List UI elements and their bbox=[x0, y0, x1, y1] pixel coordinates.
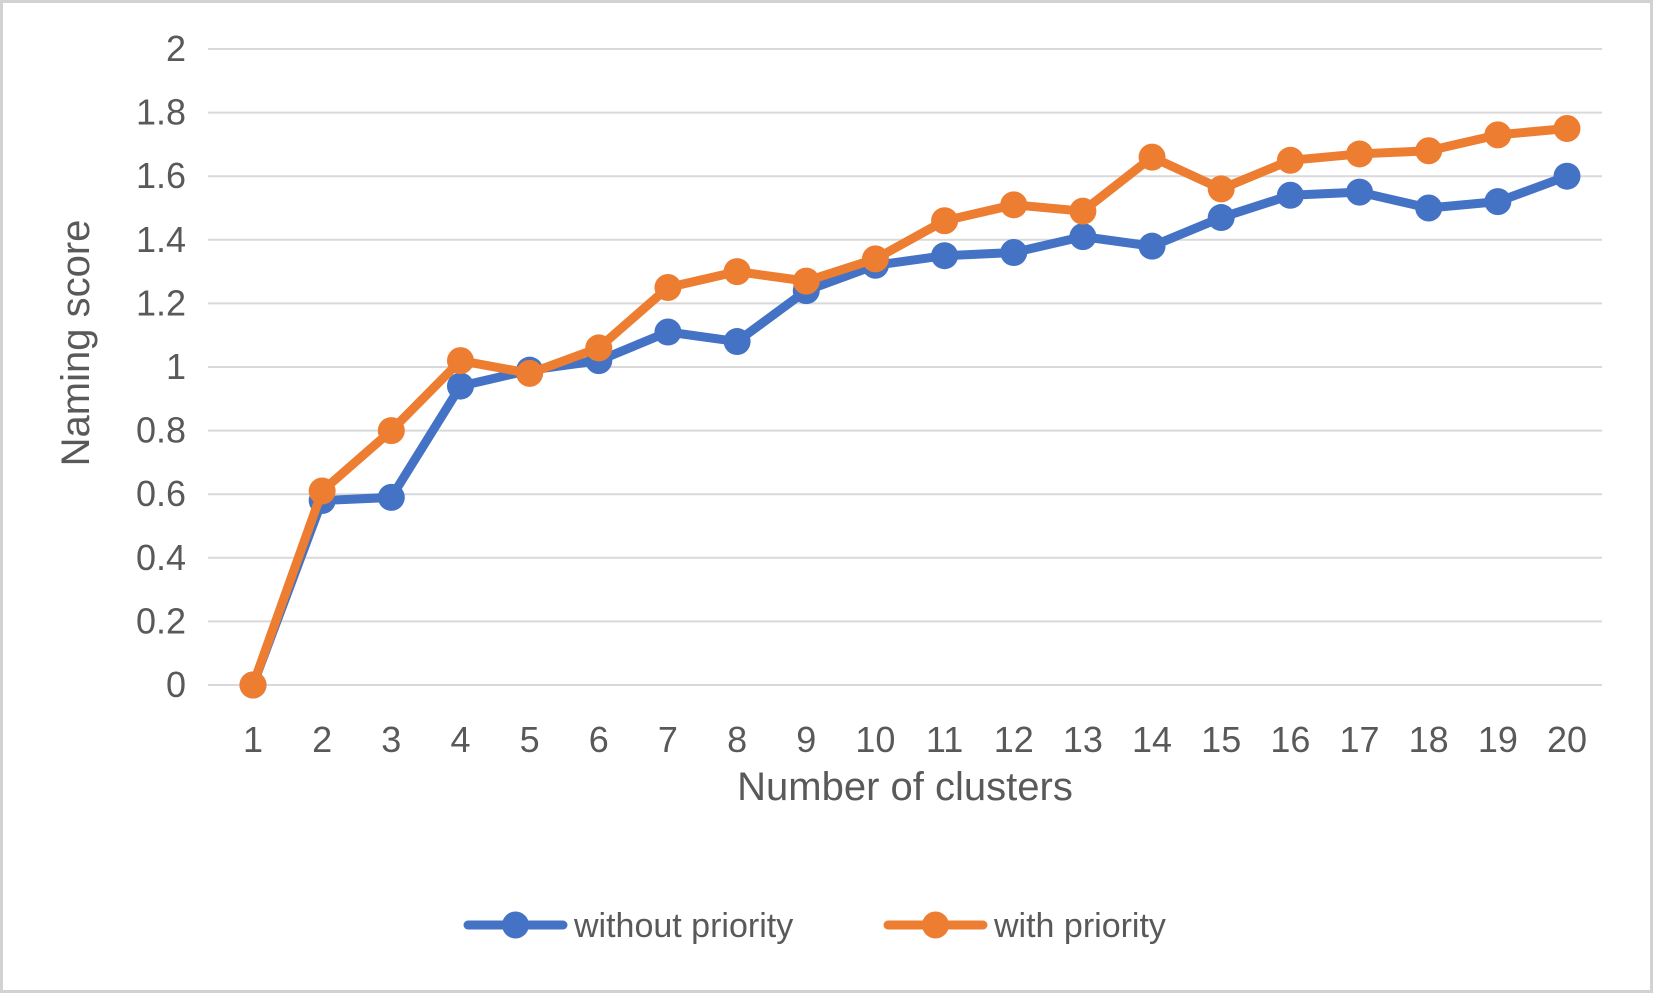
x-tick-label: 13 bbox=[1063, 719, 1103, 760]
data-point-marker bbox=[516, 359, 544, 387]
y-tick-label: 0.8 bbox=[136, 410, 186, 451]
data-point-marker bbox=[1553, 162, 1581, 190]
x-tick-label: 12 bbox=[994, 719, 1034, 760]
data-point-marker bbox=[239, 671, 267, 699]
data-point-marker bbox=[723, 328, 751, 356]
legend-item-with-priority: with priority bbox=[883, 907, 1166, 945]
data-point-marker bbox=[792, 267, 820, 295]
data-point-marker bbox=[1069, 197, 1097, 225]
data-point-marker bbox=[1415, 194, 1443, 222]
data-point-marker bbox=[931, 207, 959, 235]
data-point-marker bbox=[1484, 188, 1512, 216]
x-tick-label: 2 bbox=[312, 719, 332, 760]
y-tick-label: 1.2 bbox=[136, 282, 186, 323]
y-tick-label: 2 bbox=[166, 28, 186, 69]
x-tick-label: 18 bbox=[1409, 719, 1449, 760]
x-tick-label: 11 bbox=[926, 719, 963, 760]
data-point-marker bbox=[377, 483, 405, 511]
data-point-marker bbox=[1000, 191, 1028, 219]
data-point-marker bbox=[654, 274, 682, 301]
data-point-marker bbox=[1415, 137, 1443, 165]
data-point-marker bbox=[1346, 178, 1374, 206]
data-point-marker bbox=[1276, 181, 1304, 209]
data-point-marker bbox=[1207, 204, 1235, 232]
x-tick-label: 8 bbox=[727, 719, 747, 760]
x-tick-label: 7 bbox=[658, 719, 678, 760]
series-with-priority bbox=[239, 115, 1581, 699]
x-axis-title: Number of clusters bbox=[737, 765, 1073, 809]
y-tick-label: 0.6 bbox=[136, 473, 186, 514]
data-point-marker bbox=[1138, 143, 1166, 171]
data-point-marker bbox=[377, 417, 405, 445]
data-point-marker bbox=[931, 242, 959, 270]
y-tick-label: 1.6 bbox=[136, 155, 186, 196]
x-tick-label: 16 bbox=[1270, 719, 1310, 760]
data-point-marker bbox=[585, 334, 613, 362]
y-tick-label: 1 bbox=[166, 346, 186, 387]
data-point-marker bbox=[861, 245, 889, 273]
data-point-marker bbox=[446, 372, 474, 400]
legend: without priority with priority bbox=[463, 907, 1166, 945]
x-tick-label: 3 bbox=[381, 719, 401, 760]
y-tick-label: 0 bbox=[166, 664, 186, 705]
data-point-marker bbox=[1138, 232, 1166, 260]
chart-canvas: 00.20.40.60.811.21.41.61.821 2 3 4 5 6 7 8 9 10 11… bbox=[54, 28, 1602, 945]
x-tick-label: 4 bbox=[450, 719, 470, 760]
x-axis-tick-labels: 1 2 3 4 5 6 7 8 9 10 11 12 13 14 15 16 17 18 19 20 bbox=[243, 719, 1587, 760]
y-axis-tick-labels: 0 0.2 0.4 0.6 0.8 1 1.2 1.4 1.6 1.8 2 bbox=[136, 28, 186, 705]
data-point-marker bbox=[1069, 223, 1097, 251]
x-tick-label: 14 bbox=[1132, 719, 1172, 760]
x-tick-label: 17 bbox=[1340, 719, 1380, 760]
data-point-marker bbox=[1276, 146, 1304, 174]
data-point-marker bbox=[308, 477, 336, 505]
x-tick-label: 20 bbox=[1547, 719, 1587, 760]
data-point-marker bbox=[1000, 239, 1028, 267]
legend-label: with priority bbox=[993, 907, 1166, 945]
gridlines bbox=[208, 48, 1602, 686]
legend-item-without-priority: without priority bbox=[463, 907, 793, 945]
data-point-marker bbox=[723, 258, 751, 286]
x-tick-label: 9 bbox=[796, 719, 816, 760]
legend-label: without priority bbox=[573, 907, 793, 945]
y-tick-label: 0.4 bbox=[136, 537, 186, 578]
x-tick-label: 1 bbox=[243, 719, 263, 760]
data-point-marker bbox=[1484, 121, 1512, 149]
y-tick-label: 1.4 bbox=[136, 219, 186, 260]
x-tick-label: 19 bbox=[1478, 719, 1518, 760]
data-point-marker bbox=[1207, 175, 1235, 203]
x-tick-label: 10 bbox=[855, 719, 895, 760]
legend-marker-dot bbox=[922, 911, 949, 939]
x-tick-label: 5 bbox=[520, 719, 540, 760]
data-point-marker bbox=[446, 347, 474, 375]
data-point-marker bbox=[1553, 115, 1581, 142]
data-point-marker bbox=[1346, 140, 1374, 168]
x-tick-label: 15 bbox=[1201, 719, 1241, 760]
data-point-marker bbox=[654, 318, 682, 346]
y-tick-label: 1.8 bbox=[136, 92, 186, 133]
x-tick-label: 6 bbox=[589, 719, 609, 760]
y-tick-label: 0.2 bbox=[136, 600, 186, 641]
legend-marker-dot bbox=[502, 911, 529, 939]
y-axis-title: Naming score bbox=[54, 220, 98, 467]
